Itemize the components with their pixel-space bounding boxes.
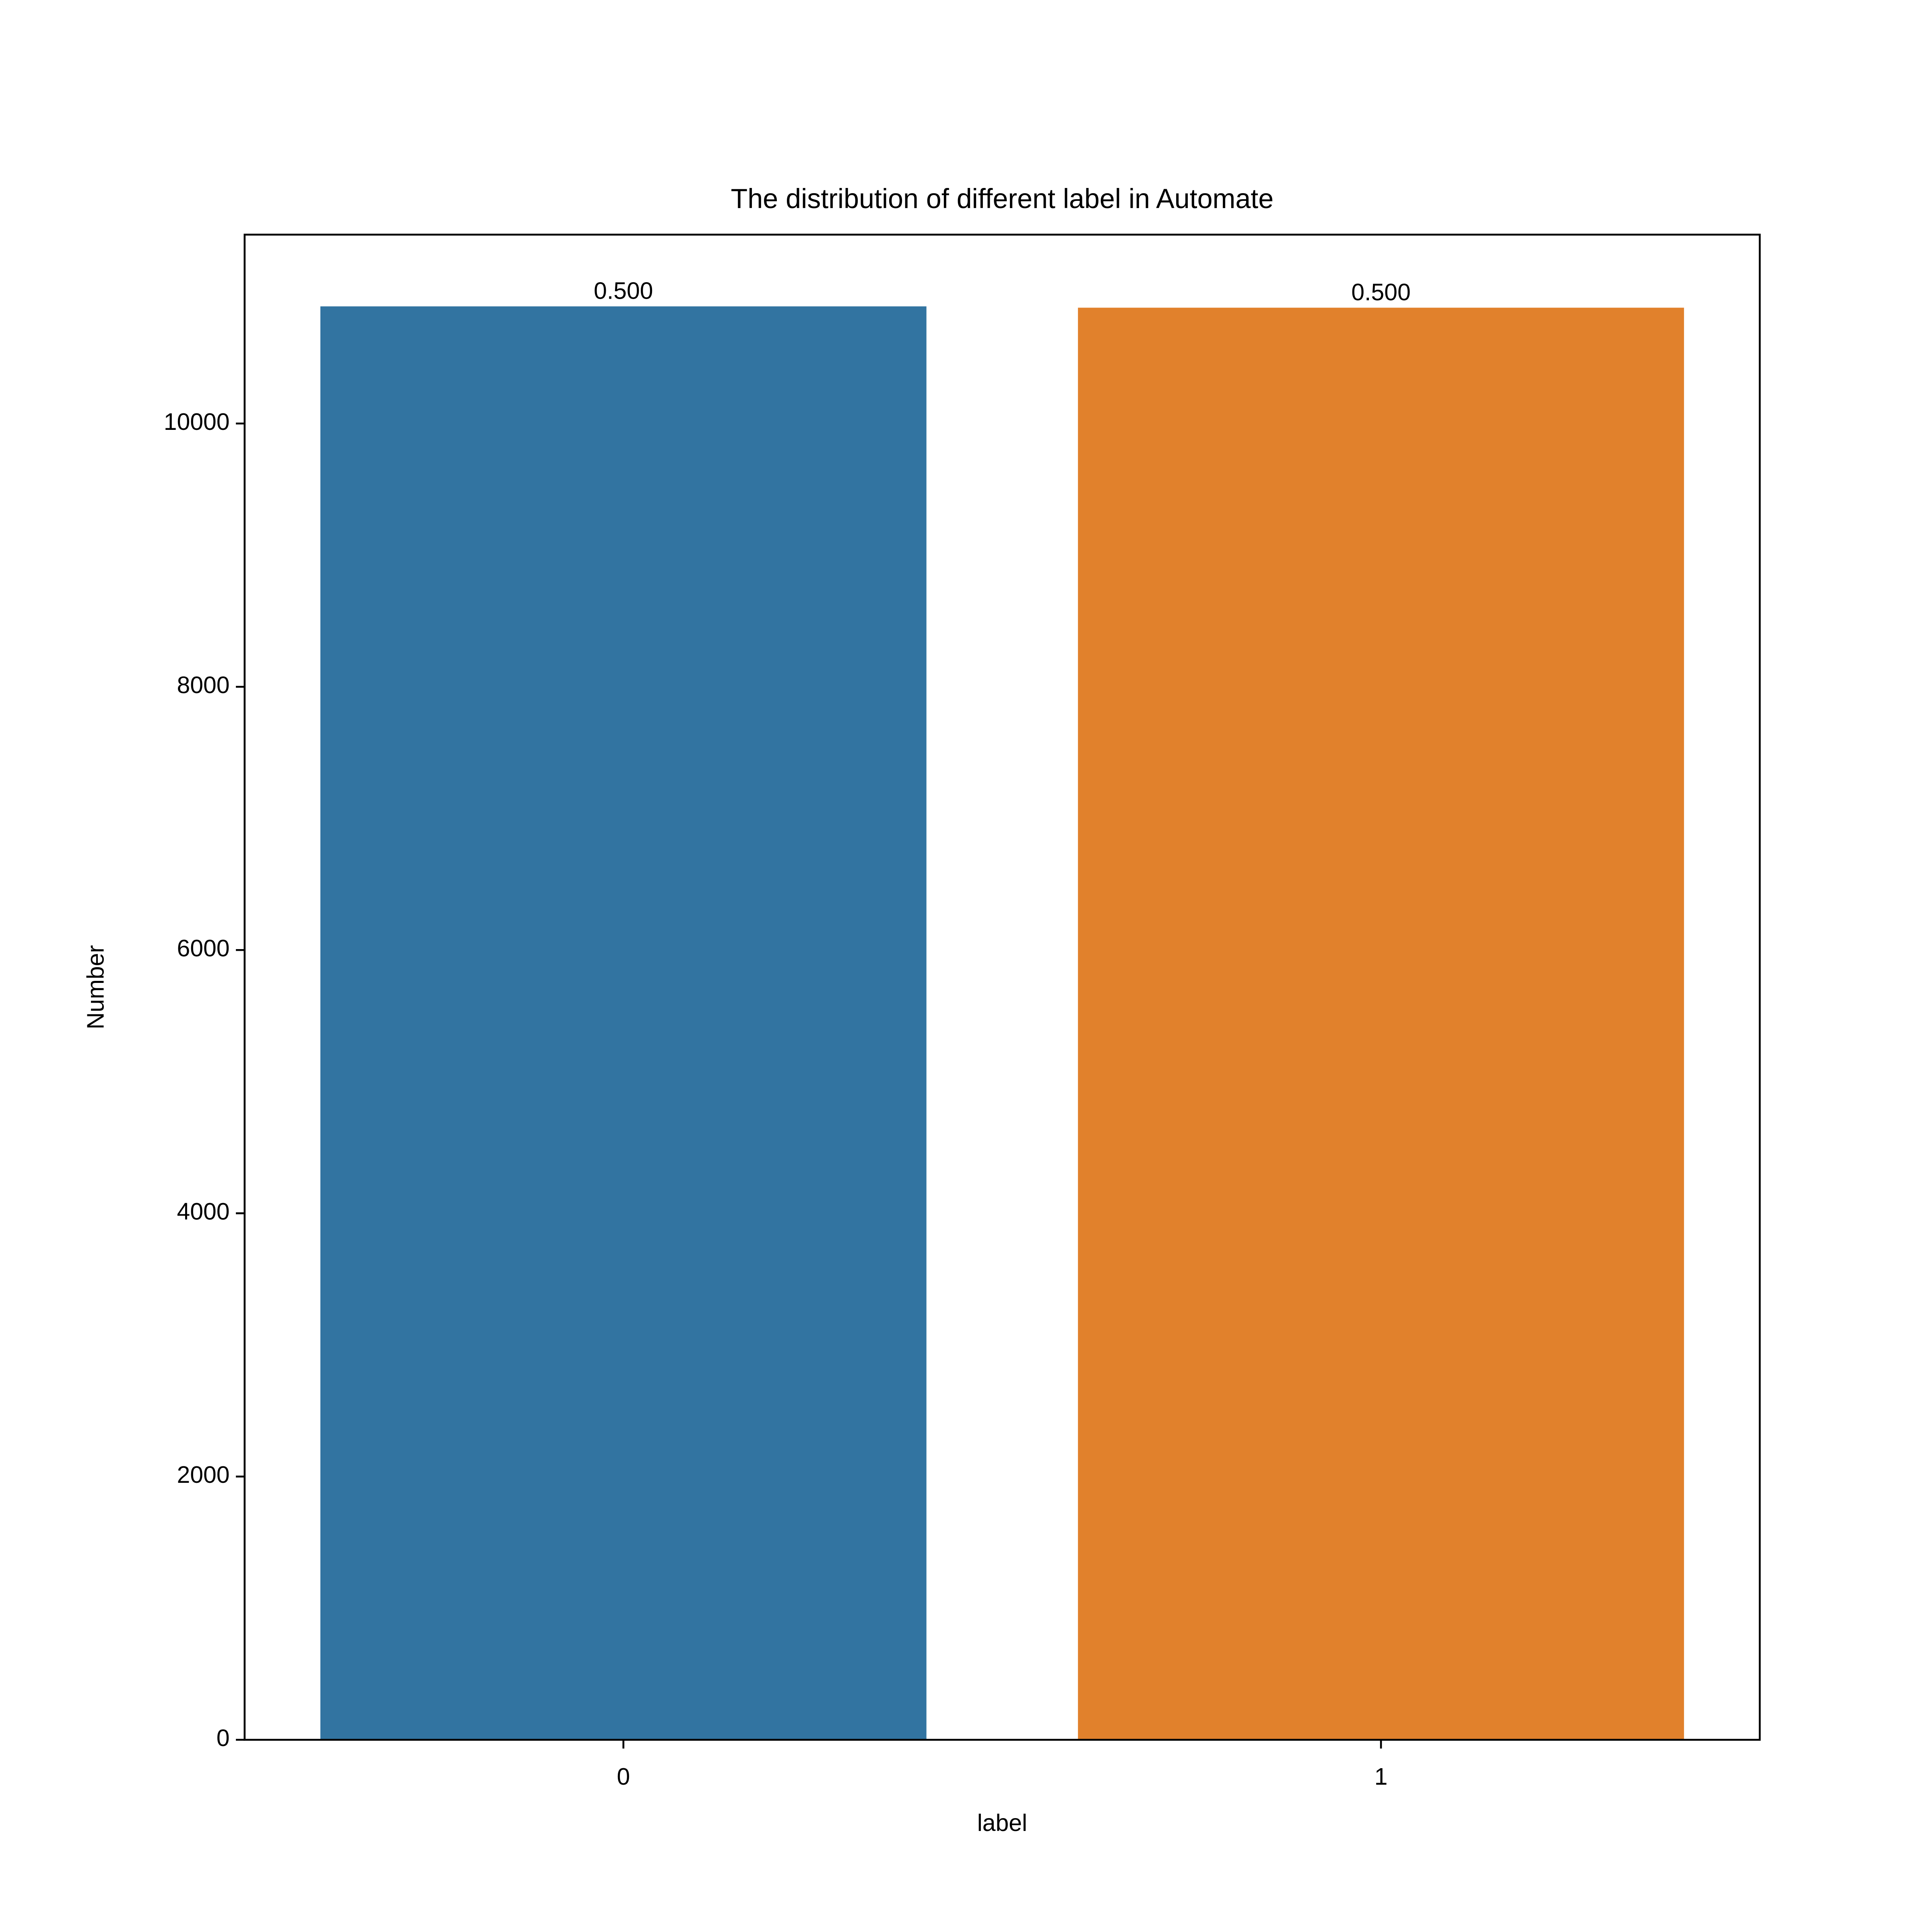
- plot-frame: [244, 233, 1761, 1741]
- bar-label: 0.500: [594, 278, 653, 304]
- bar-label: 0.500: [1351, 279, 1410, 305]
- bar: [1078, 308, 1684, 1740]
- y-tick-label: 10000: [164, 409, 230, 435]
- y-tick-label: 8000: [177, 672, 229, 698]
- y-tick-label: 6000: [177, 935, 229, 962]
- x-tick-label: 1: [1375, 1764, 1388, 1790]
- y-axis-label: Number: [83, 945, 109, 1030]
- bar: [320, 306, 927, 1740]
- x-tick-label: 0: [617, 1764, 630, 1790]
- y-tick-label: 0: [217, 1725, 230, 1751]
- y-tick-label: 4000: [177, 1199, 229, 1225]
- y-tick-label: 2000: [177, 1462, 229, 1488]
- x-axis-label: label: [977, 1810, 1027, 1836]
- chart-title: The distribution of different label in A…: [731, 184, 1274, 214]
